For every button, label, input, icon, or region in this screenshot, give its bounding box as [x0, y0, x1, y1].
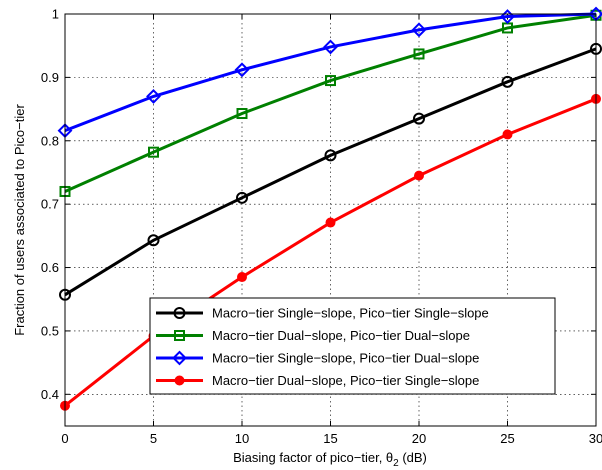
- data-point: [414, 170, 424, 181]
- series-2: [57, 6, 602, 139]
- x-axis-label: Biasing factor of pico−tier, θ2 (dB): [233, 450, 427, 469]
- y-tick-label: 0.8: [41, 133, 59, 148]
- y-tick-label: 0.7: [41, 197, 59, 212]
- legend-item-1: Macro−tier Dual−slope, Pico−tier Dual−sl…: [156, 328, 470, 343]
- legend-box: [149, 297, 556, 395]
- data-point: [413, 112, 425, 125]
- x-tick-label: 0: [61, 431, 68, 446]
- legend-marker: [174, 330, 185, 341]
- legend-marker: [173, 307, 186, 319]
- legend-marker: [174, 375, 185, 386]
- series-line: [64, 13, 597, 193]
- legend-item-0: Macro−tier Single−slope, Pico−tier Singl…: [156, 306, 489, 321]
- data-point: [500, 9, 515, 24]
- legend-items: Macro−tier Single−slope, Pico−tier Singl…: [156, 306, 489, 388]
- data-point: [323, 39, 338, 55]
- legend-label: Macro−tier Single−slope, Pico−tier Singl…: [212, 306, 489, 321]
- legend-marker: [172, 350, 187, 366]
- x-axis-label-subscript: 2: [393, 458, 399, 469]
- data-point: [413, 48, 425, 60]
- x-tick-label: 15: [323, 431, 337, 446]
- data-point: [501, 75, 514, 88]
- x-axis-label-suffix: (dB): [399, 450, 427, 465]
- x-tick-label: 20: [412, 431, 426, 446]
- legend-label: Macro−tier Single−slope, Pico−tier Dual−…: [212, 351, 479, 366]
- data-point: [324, 149, 337, 162]
- series-line: [64, 12, 597, 133]
- y-tick-label: 0.4: [41, 387, 59, 402]
- data-point: [146, 88, 161, 104]
- x-tick-label: 30: [589, 431, 602, 446]
- legend-label: Macro−tier Dual−slope, Pico−tier Dual−sl…: [212, 328, 470, 343]
- data-point: [237, 272, 247, 283]
- legend-item-3: Macro−tier Dual−slope, Pico−tier Single−…: [156, 373, 479, 388]
- y-tick-label: 0.6: [41, 260, 59, 275]
- x-tick-label: 25: [500, 431, 514, 446]
- data-point: [234, 62, 250, 78]
- data-point: [411, 22, 427, 38]
- y-axis-label: Fraction of users associated to Pico−tie…: [12, 104, 27, 336]
- data-point: [236, 108, 248, 120]
- data-point: [147, 234, 160, 247]
- legend: Macro−tier Single−slope, Pico−tier Singl…: [149, 297, 556, 395]
- legend-label: Macro−tier Dual−slope, Pico−tier Single−…: [212, 373, 479, 388]
- plot-frame: [64, 13, 597, 427]
- data-point: [502, 129, 513, 140]
- y-tick-label: 1: [52, 7, 59, 22]
- x-tick-label: 10: [235, 431, 249, 446]
- data-point: [325, 217, 336, 228]
- series-group: [57, 6, 602, 411]
- data-point: [236, 191, 248, 204]
- y-tick-label: 0.9: [41, 70, 59, 85]
- data-point: [148, 146, 159, 158]
- data-point: [325, 75, 336, 87]
- series-line: [64, 47, 597, 297]
- x-tick-label: 5: [150, 431, 157, 446]
- legend-item-2: Macro−tier Single−slope, Pico−tier Dual−…: [156, 351, 479, 366]
- y-tick-label: 0.5: [41, 323, 59, 338]
- series-0: [59, 42, 602, 301]
